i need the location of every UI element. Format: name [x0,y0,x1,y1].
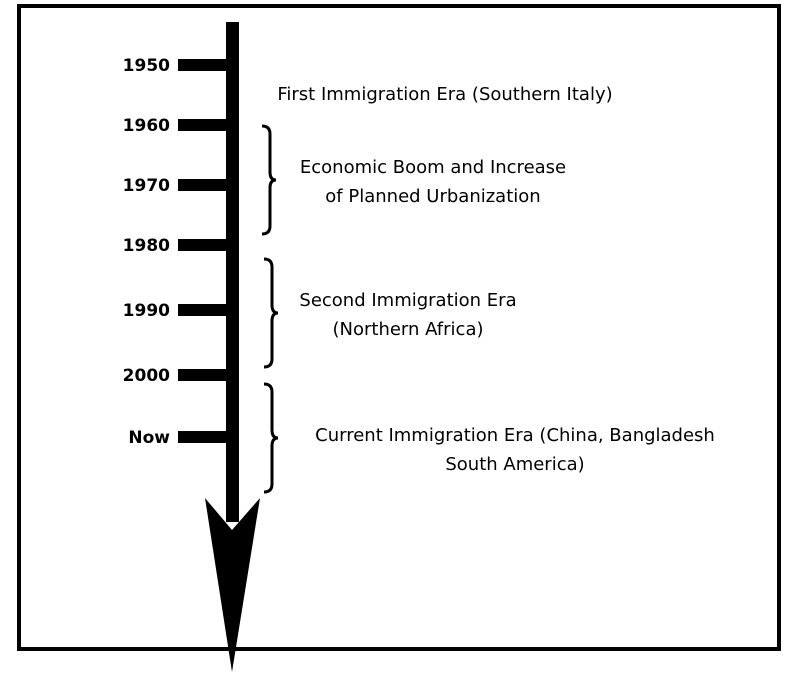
tick-label: 1990 [123,301,170,321]
tick-label: 1950 [123,56,170,76]
tick-bar [178,369,230,381]
tick-bar [178,119,230,131]
tick-bar [178,59,230,71]
timeline-arrowhead [205,498,260,672]
brace [263,382,279,494]
era-label: South America) [445,454,584,475]
tick-bar [178,304,230,316]
frame [17,4,781,651]
tick-bar [178,431,230,443]
tick-label: 1960 [123,116,170,136]
tick-label: 2000 [123,366,170,386]
tick-bar [178,239,230,251]
tick-label: 1980 [123,236,170,256]
eras: First Immigration Era (Southern Italy) Ec… [277,84,714,475]
era-label: of Planned Urbanization [325,186,540,207]
era-label: (Northern Africa) [332,319,483,340]
brace [261,124,277,236]
era-label: Economic Boom and Increase [300,157,566,178]
timeline-shaft [226,22,239,522]
tick-bar [178,179,230,191]
era-label: Current Immigration Era (China, Banglade… [315,425,715,446]
era-label: Second Immigration Era [299,290,516,311]
brace [263,257,279,369]
era-label: First Immigration Era (Southern Italy) [277,84,612,105]
tick-label: 1970 [123,176,170,196]
ticks: 1950 1960 1970 1980 1990 2000 Now [123,56,230,448]
tick-label: Now [128,428,170,448]
